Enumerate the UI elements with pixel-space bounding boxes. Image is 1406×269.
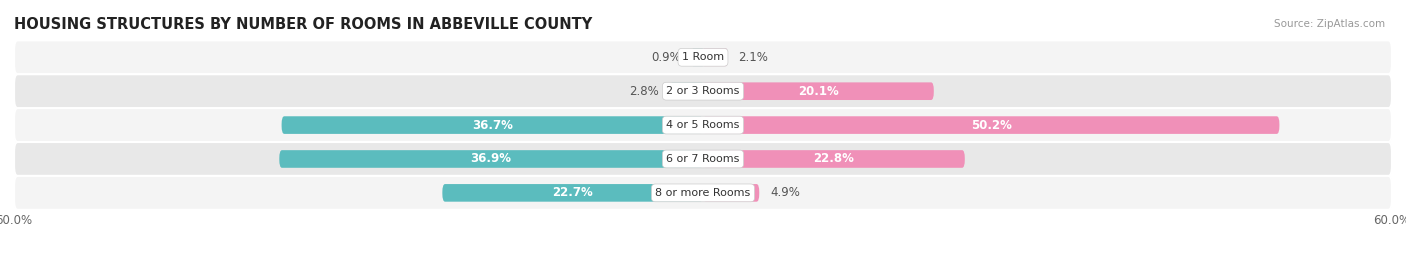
FancyBboxPatch shape [443,184,703,202]
FancyBboxPatch shape [14,108,1392,142]
Text: HOUSING STRUCTURES BY NUMBER OF ROOMS IN ABBEVILLE COUNTY: HOUSING STRUCTURES BY NUMBER OF ROOMS IN… [14,17,592,32]
Text: 22.8%: 22.8% [814,153,855,165]
FancyBboxPatch shape [693,48,703,66]
FancyBboxPatch shape [671,82,703,100]
FancyBboxPatch shape [703,150,965,168]
Text: 2.8%: 2.8% [630,85,659,98]
Text: 2.1%: 2.1% [738,51,769,64]
Text: Source: ZipAtlas.com: Source: ZipAtlas.com [1274,19,1385,29]
Text: 4.9%: 4.9% [770,186,800,199]
FancyBboxPatch shape [281,116,703,134]
Text: 36.7%: 36.7% [472,119,513,132]
Text: 22.7%: 22.7% [553,186,593,199]
FancyBboxPatch shape [703,48,727,66]
FancyBboxPatch shape [14,40,1392,74]
Text: 0.9%: 0.9% [651,51,681,64]
FancyBboxPatch shape [703,82,934,100]
FancyBboxPatch shape [14,176,1392,210]
FancyBboxPatch shape [280,150,703,168]
Text: 1 Room: 1 Room [682,52,724,62]
Text: 36.9%: 36.9% [471,153,512,165]
Text: 20.1%: 20.1% [799,85,839,98]
Text: 8 or more Rooms: 8 or more Rooms [655,188,751,198]
FancyBboxPatch shape [703,184,759,202]
FancyBboxPatch shape [703,116,1279,134]
FancyBboxPatch shape [14,74,1392,108]
FancyBboxPatch shape [14,142,1392,176]
Text: 6 or 7 Rooms: 6 or 7 Rooms [666,154,740,164]
Text: 50.2%: 50.2% [970,119,1012,132]
Text: 4 or 5 Rooms: 4 or 5 Rooms [666,120,740,130]
Text: 2 or 3 Rooms: 2 or 3 Rooms [666,86,740,96]
